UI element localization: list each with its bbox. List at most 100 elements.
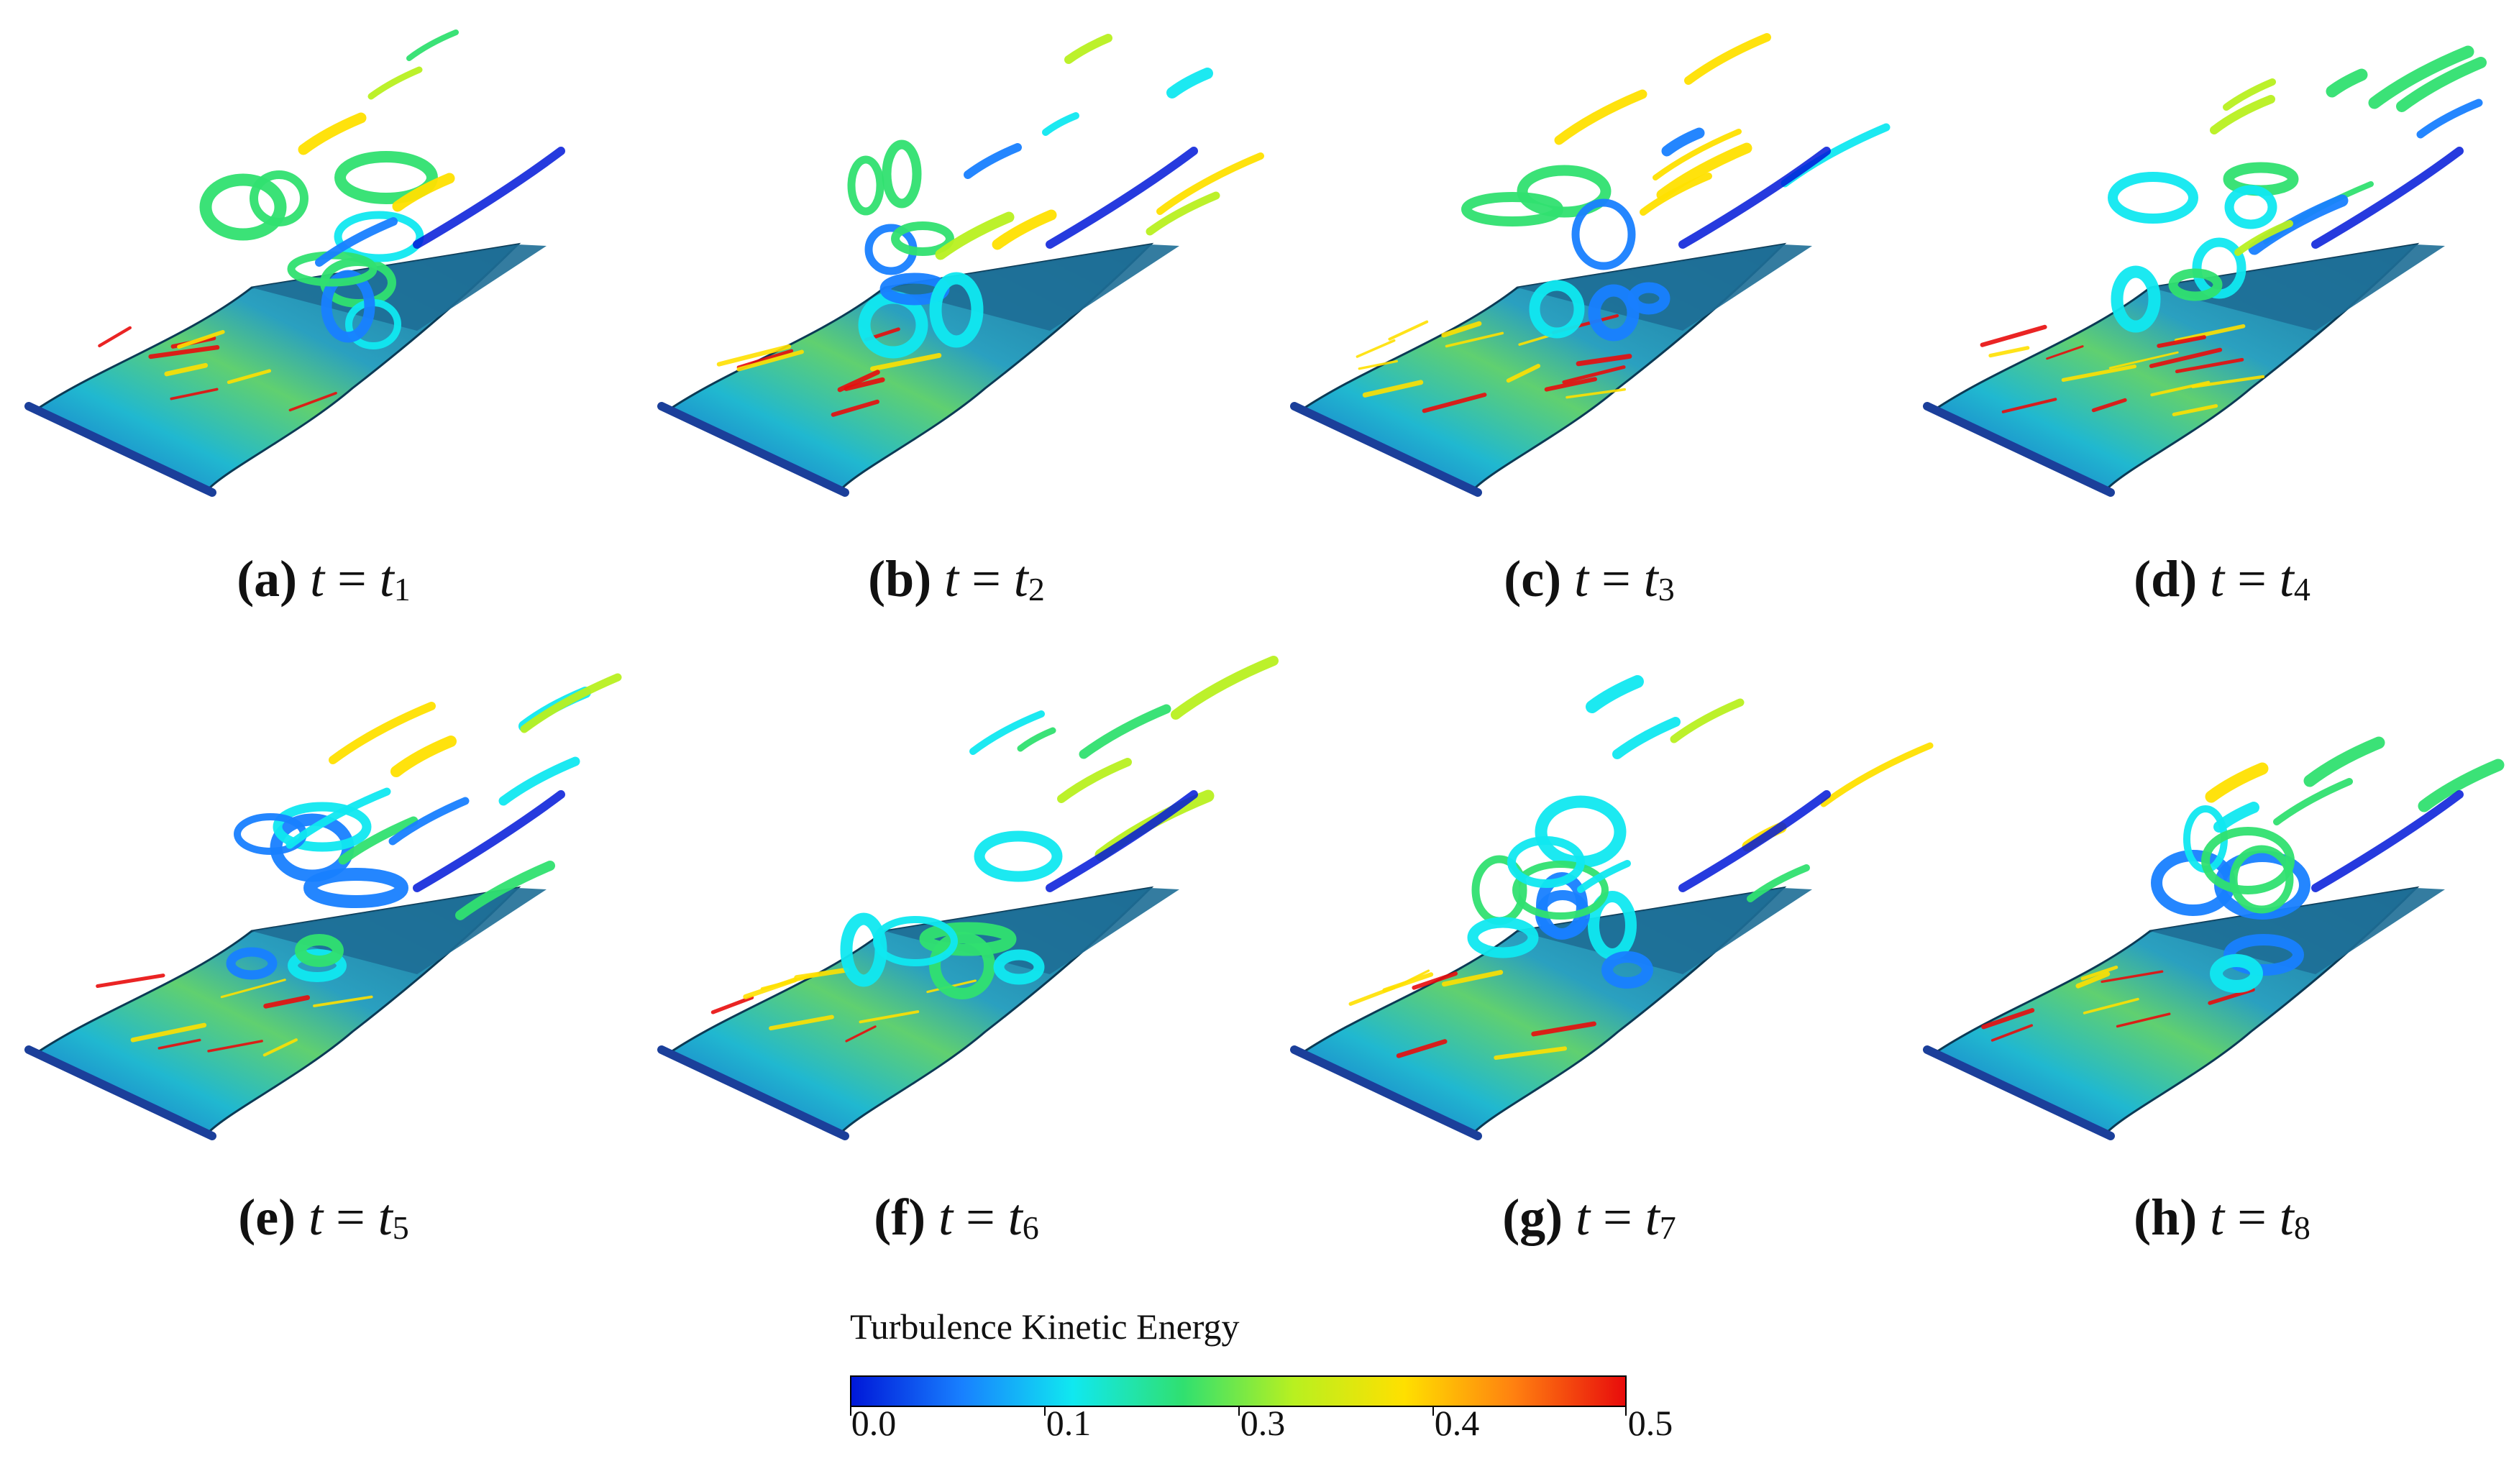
leading-edge <box>24 1045 216 1140</box>
vortex-filament <box>1684 33 1771 85</box>
leading-edge <box>1290 1045 1482 1140</box>
vortex-filament <box>2234 220 2293 256</box>
tip-vortex <box>2311 147 2464 249</box>
tke-streak <box>1441 970 1504 987</box>
caption-g: (g) t = t7 <box>1502 1188 1676 1246</box>
tke-streak <box>1980 324 2047 347</box>
tke-streak <box>2080 965 2118 981</box>
vortex-filament <box>1017 727 1056 752</box>
tke-streak <box>1990 1024 2034 1042</box>
vortex-filament <box>285 787 391 849</box>
tke-streak <box>1356 339 1396 358</box>
vortex-structure <box>2210 954 2263 993</box>
vortex-filament <box>2368 45 2474 109</box>
colorbar-tick-mark <box>850 1406 851 1416</box>
tke-streak <box>2191 375 2265 389</box>
tke-streak <box>736 349 804 372</box>
vortex-filament <box>520 673 622 733</box>
panel-b-image <box>647 29 1266 518</box>
vortex-filament <box>1656 142 1752 201</box>
vortex-filament <box>935 211 1015 260</box>
leading-edge <box>657 1045 849 1140</box>
colorbar-tick-label: 0.3 <box>1240 1403 1286 1443</box>
tke-streak <box>837 370 880 393</box>
tke-streak <box>2091 398 2127 413</box>
tke-streak <box>769 1014 834 1031</box>
colorbar <box>850 1375 1627 1407</box>
tke-streak <box>2175 357 2244 374</box>
vortex-filament <box>367 66 423 100</box>
vortex-structure <box>1627 282 1670 315</box>
vortex-structure <box>1467 917 1539 958</box>
vortex-filament <box>1577 860 1631 893</box>
tke-streak <box>207 1040 263 1053</box>
vortex-structure <box>919 922 1017 956</box>
vortex-structure <box>873 916 958 966</box>
tke-streak <box>716 344 792 367</box>
vortex-filament <box>1653 129 1742 180</box>
tke-streak <box>170 388 219 400</box>
vortex-filament <box>498 756 580 806</box>
tip-vortex <box>413 790 565 892</box>
caption-a: (a) t = t1 <box>237 550 411 608</box>
tke-streak <box>2157 335 2206 348</box>
vortex-filament <box>2416 99 2483 139</box>
vortex-filament <box>388 797 470 846</box>
vortex-structure <box>891 221 954 256</box>
tip-vortex <box>1678 147 1831 249</box>
tke-streak <box>2172 404 2218 416</box>
colorbar-tick-label: 0.1 <box>1046 1403 1092 1443</box>
vortex-filament <box>2205 762 2269 803</box>
vortex-structure <box>273 802 372 852</box>
vortex-filament <box>1042 112 1079 136</box>
vortex-filament <box>1171 656 1279 720</box>
vortex-structure <box>334 211 424 262</box>
tke-streak <box>1358 359 1399 370</box>
vortex-filament <box>338 816 419 865</box>
plate-rear <box>2150 244 2445 331</box>
tke-streak <box>177 329 225 349</box>
vortex-filament <box>2210 95 2275 134</box>
tke-streak <box>2208 987 2255 1005</box>
vortex-structure <box>847 155 885 216</box>
tke-streak <box>859 1010 920 1024</box>
vortex-filament <box>392 173 455 212</box>
vortex-structure <box>2192 237 2246 299</box>
tke-streak <box>1562 365 1626 384</box>
vortex-structure <box>199 173 287 241</box>
leading-edge <box>657 402 849 497</box>
vortex-filament <box>992 209 1057 250</box>
vortex-structure <box>2168 268 2223 301</box>
caption-f: (f) t = t6 <box>874 1188 1039 1246</box>
tip-vortex <box>413 147 565 249</box>
plate-rear <box>885 244 1179 331</box>
tke-streak <box>1412 971 1458 990</box>
tip-vortex <box>1046 790 1198 892</box>
colorbar-title: Turbulence Kinetic Energy <box>850 1306 1240 1347</box>
vortex-filament <box>1554 89 1647 145</box>
caption-b: (b) t = t2 <box>868 550 1045 608</box>
leading-edge <box>1923 1045 2115 1140</box>
vortex-structure <box>2229 845 2294 914</box>
vortex-structure <box>2224 185 2277 229</box>
tke-streak <box>1388 320 1429 341</box>
vortex-structure <box>2111 265 2161 333</box>
panel-f-image <box>647 656 1279 1161</box>
vortex-structure <box>288 949 347 982</box>
tke-streak <box>1544 377 1598 392</box>
vortex-structure <box>929 272 984 348</box>
vortex-filament <box>1156 152 1264 215</box>
vortex-structure <box>1588 284 1640 342</box>
tke-streak <box>164 362 209 377</box>
tke-streak <box>1565 388 1627 399</box>
vortex-structure <box>882 139 922 209</box>
tke-streak <box>845 1025 877 1043</box>
vortex-filament <box>2213 802 2259 833</box>
panel-g-image <box>1280 672 1934 1161</box>
tke-streak <box>2001 398 2057 413</box>
vortex-filament <box>315 217 398 267</box>
caption-e: (e) t = t5 <box>238 1188 409 1246</box>
tke-streak <box>1506 364 1541 383</box>
tke-streak <box>710 995 754 1014</box>
tke-streak <box>2174 324 2246 343</box>
